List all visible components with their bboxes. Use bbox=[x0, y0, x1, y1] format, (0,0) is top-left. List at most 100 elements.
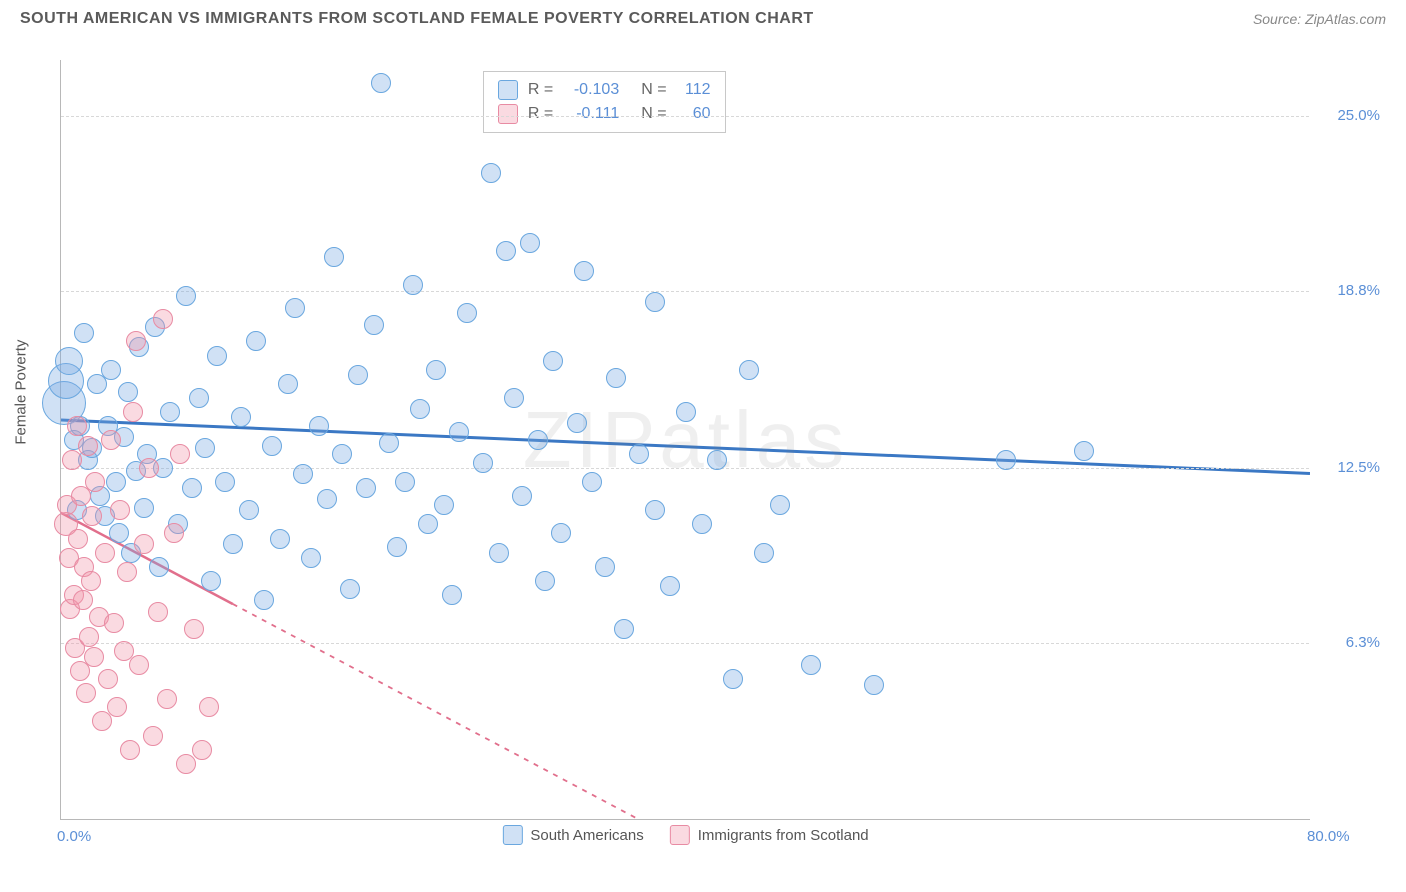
chart-source: Source: ZipAtlas.com bbox=[1253, 11, 1386, 27]
y-gridline bbox=[61, 643, 1309, 644]
legend-item-sc: Immigrants from Scotland bbox=[670, 825, 869, 845]
stat-value-n: 60 bbox=[677, 102, 711, 126]
scatter-point-sc bbox=[110, 500, 130, 520]
scatter-point-sc bbox=[126, 331, 146, 351]
scatter-point-sa bbox=[371, 73, 391, 93]
scatter-point-sa bbox=[246, 331, 266, 351]
scatter-point-sc bbox=[170, 444, 190, 464]
stat-value-n: 112 bbox=[677, 78, 711, 102]
scatter-point-sa bbox=[418, 514, 438, 534]
chart-container: Female Poverty ZIPatlas R =-0.103N =112R… bbox=[45, 50, 1385, 840]
y-gridline bbox=[61, 291, 1309, 292]
scatter-point-sc bbox=[78, 436, 98, 456]
scatter-point-sa bbox=[348, 365, 368, 385]
scatter-point-sc bbox=[176, 754, 196, 774]
scatter-point-sa bbox=[55, 347, 83, 375]
scatter-point-sa bbox=[692, 514, 712, 534]
scatter-point-sa bbox=[614, 619, 634, 639]
scatter-point-sa bbox=[160, 402, 180, 422]
series-legend: South Americans Immigrants from Scotland bbox=[502, 825, 868, 845]
scatter-point-sa bbox=[1074, 441, 1094, 461]
scatter-point-sa bbox=[434, 495, 454, 515]
y-tick-label: 6.3% bbox=[1320, 634, 1380, 651]
y-gridline bbox=[61, 116, 1309, 117]
y-gridline bbox=[61, 468, 1309, 469]
scatter-point-sa bbox=[754, 543, 774, 563]
scatter-point-sc bbox=[68, 529, 88, 549]
scatter-point-sa bbox=[496, 241, 516, 261]
stat-label-r: R = bbox=[528, 78, 553, 102]
scatter-point-sc bbox=[139, 458, 159, 478]
scatter-point-sa bbox=[278, 374, 298, 394]
scatter-point-sa bbox=[442, 585, 462, 605]
stats-row-sa: R =-0.103N =112 bbox=[498, 78, 711, 102]
scatter-point-sc bbox=[148, 602, 168, 622]
scatter-point-sa bbox=[262, 436, 282, 456]
scatter-point-sc bbox=[84, 647, 104, 667]
scatter-point-sc bbox=[129, 655, 149, 675]
scatter-point-sa bbox=[629, 444, 649, 464]
stat-label-r: R = bbox=[528, 102, 553, 126]
scatter-point-sc bbox=[164, 523, 184, 543]
y-tick-label: 18.8% bbox=[1320, 282, 1380, 299]
scatter-point-sc bbox=[192, 740, 212, 760]
scatter-point-sa bbox=[118, 382, 138, 402]
scatter-point-sc bbox=[67, 416, 87, 436]
scatter-point-sc bbox=[73, 590, 93, 610]
scatter-point-sc bbox=[184, 619, 204, 639]
plot-area: ZIPatlas R =-0.103N =112R =-0.111N =60 S… bbox=[60, 60, 1310, 820]
scatter-point-sc bbox=[153, 309, 173, 329]
scatter-point-sa bbox=[473, 453, 493, 473]
scatter-point-sa bbox=[606, 368, 626, 388]
scatter-point-sa bbox=[270, 529, 290, 549]
scatter-point-sa bbox=[201, 571, 221, 591]
scatter-point-sa bbox=[223, 534, 243, 554]
scatter-point-sa bbox=[317, 489, 337, 509]
scatter-point-sc bbox=[134, 534, 154, 554]
scatter-point-sa bbox=[324, 247, 344, 267]
chart-title: SOUTH AMERICAN VS IMMIGRANTS FROM SCOTLA… bbox=[20, 10, 814, 28]
y-axis-label: Female Poverty bbox=[13, 340, 30, 445]
legend-label: South Americans bbox=[530, 827, 643, 844]
scatter-point-sa bbox=[707, 450, 727, 470]
scatter-point-sa bbox=[410, 399, 430, 419]
scatter-point-sa bbox=[149, 557, 169, 577]
legend-swatch bbox=[498, 104, 518, 124]
stats-legend: R =-0.103N =112R =-0.111N =60 bbox=[483, 71, 726, 133]
scatter-point-sa bbox=[379, 433, 399, 453]
scatter-point-sa bbox=[645, 500, 665, 520]
scatter-point-sa bbox=[770, 495, 790, 515]
stat-label-n: N = bbox=[641, 78, 666, 102]
scatter-point-sa bbox=[520, 233, 540, 253]
scatter-point-sa bbox=[101, 360, 121, 380]
scatter-point-sc bbox=[76, 683, 96, 703]
scatter-point-sa bbox=[285, 298, 305, 318]
scatter-point-sc bbox=[123, 402, 143, 422]
scatter-point-sa bbox=[134, 498, 154, 518]
scatter-point-sa bbox=[340, 579, 360, 599]
scatter-point-sc bbox=[120, 740, 140, 760]
scatter-point-sa bbox=[309, 416, 329, 436]
scatter-point-sa bbox=[403, 275, 423, 295]
scatter-point-sa bbox=[293, 464, 313, 484]
scatter-point-sc bbox=[82, 506, 102, 526]
scatter-point-sa bbox=[106, 472, 126, 492]
scatter-point-sa bbox=[582, 472, 602, 492]
scatter-point-sc bbox=[81, 571, 101, 591]
scatter-point-sc bbox=[117, 562, 137, 582]
x-tick-label: 0.0% bbox=[57, 828, 91, 845]
scatter-point-sa bbox=[189, 388, 209, 408]
scatter-point-sc bbox=[143, 726, 163, 746]
scatter-point-sa bbox=[864, 675, 884, 695]
scatter-point-sa bbox=[574, 261, 594, 281]
scatter-point-sa bbox=[504, 388, 524, 408]
scatter-point-sa bbox=[512, 486, 532, 506]
scatter-point-sa bbox=[109, 523, 129, 543]
scatter-point-sa bbox=[332, 444, 352, 464]
trend-lines bbox=[61, 60, 1310, 819]
scatter-point-sa bbox=[301, 548, 321, 568]
scatter-point-sa bbox=[254, 590, 274, 610]
scatter-point-sa bbox=[551, 523, 571, 543]
scatter-point-sa bbox=[364, 315, 384, 335]
scatter-point-sa bbox=[176, 286, 196, 306]
